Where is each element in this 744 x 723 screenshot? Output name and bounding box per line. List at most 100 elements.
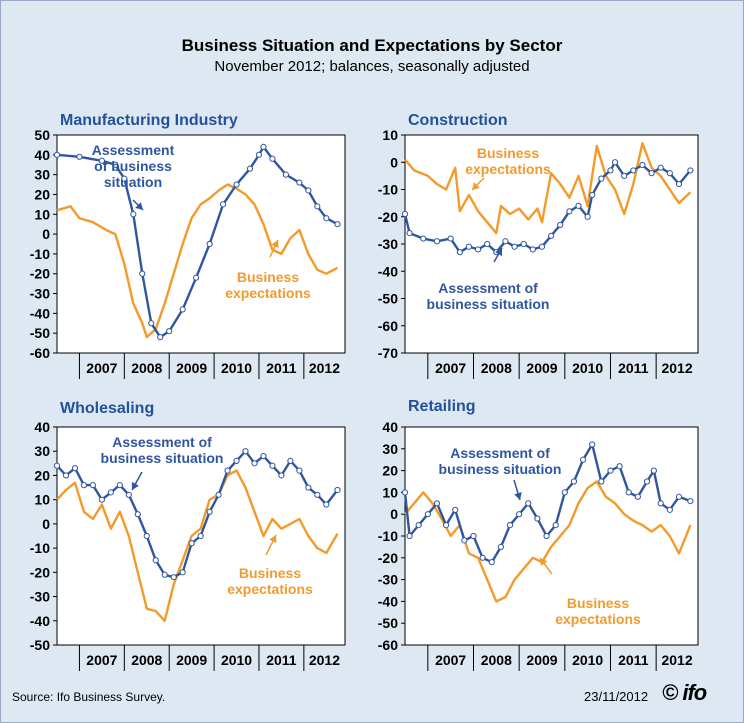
wholesaling-year-label: 2007 bbox=[86, 652, 117, 668]
manufacturing-assessment-point bbox=[305, 187, 312, 194]
manufacturing-assessment-arrowhead bbox=[135, 202, 143, 210]
construction-annotation-line: expectations bbox=[465, 161, 551, 177]
construction-assessment-annotation: Assessment of business situation bbox=[427, 280, 550, 312]
construction-assessment-point bbox=[657, 164, 664, 171]
manufacturing-year-label: 2007 bbox=[86, 360, 117, 376]
manufacturing-expectations-line bbox=[56, 183, 339, 339]
construction-assessment-point bbox=[548, 232, 555, 239]
wholesaling-assessment-point bbox=[53, 462, 61, 469]
wholesaling-assessment-point bbox=[215, 491, 222, 498]
retailing-annotation-line: Business bbox=[567, 595, 629, 611]
wholesaling-ytick-label: 30 bbox=[34, 443, 50, 459]
wholesaling-annotation-line: Assessment of bbox=[112, 434, 212, 450]
manufacturing-annotation-line: expectations bbox=[225, 285, 311, 301]
chart-subtitle: November 2012; balances, seasonally adju… bbox=[214, 58, 530, 75]
wholesaling-assessment-point bbox=[224, 467, 231, 474]
panel-title-construction: Construction bbox=[408, 112, 508, 129]
wholesaling-assessment-point bbox=[188, 540, 195, 547]
retailing-assessment-point bbox=[401, 489, 409, 496]
retailing-assessment-annotation: Assessment of business situation bbox=[439, 445, 562, 477]
wholesaling-ytick-label: -40 bbox=[30, 613, 50, 629]
construction-assessment-point bbox=[456, 249, 463, 256]
retailing-expectations-line bbox=[404, 480, 692, 603]
retailing-assessment-point bbox=[625, 489, 632, 496]
manufacturing-assessment-point bbox=[98, 157, 105, 164]
retailing-ytick-label: -50 bbox=[378, 615, 398, 631]
retailing-assessment-point bbox=[657, 500, 664, 507]
wholesaling-assessment-point bbox=[152, 557, 159, 564]
retailing-ytick-label: 40 bbox=[382, 419, 398, 435]
wholesaling-assessment-point bbox=[107, 489, 114, 496]
wholesaling-assessment-point bbox=[269, 462, 276, 469]
retailing-assessment-point bbox=[488, 559, 495, 566]
construction-assessment-point bbox=[538, 243, 546, 250]
manufacturing-plot-area bbox=[56, 134, 346, 354]
retailing-assessment-point bbox=[666, 506, 673, 513]
construction-assessment-point bbox=[433, 238, 441, 245]
construction-assessment-point bbox=[666, 170, 673, 177]
construction-assessment-point bbox=[502, 238, 509, 245]
retailing-assessment-point bbox=[506, 522, 514, 529]
construction-ytick-label: -70 bbox=[378, 345, 398, 361]
retailing-assessment-point bbox=[516, 511, 523, 518]
retailing-assessment-point bbox=[452, 506, 459, 513]
construction-assessment-point bbox=[557, 221, 564, 229]
manufacturing-annotation-line: Assessment bbox=[92, 142, 175, 158]
retailing-expectations-annotation: Business expectations bbox=[555, 595, 641, 627]
construction-year-label: 2009 bbox=[526, 360, 557, 376]
manufacturing-ytick-label: -20 bbox=[30, 266, 50, 282]
retailing-ytick-label: 0 bbox=[390, 506, 398, 522]
construction-annotation-line: business situation bbox=[427, 296, 550, 312]
manufacturing-year-label: 2012 bbox=[309, 360, 340, 376]
retailing-assessment-point bbox=[570, 478, 578, 485]
retailing-year-label: 2007 bbox=[435, 652, 466, 668]
manufacturing-assessment-point bbox=[166, 328, 173, 335]
wholesaling-assessment-point bbox=[287, 457, 294, 465]
manufacturing-assessment-point bbox=[282, 171, 290, 178]
wholesaling-assessment-point bbox=[80, 482, 88, 489]
wholesaling-ytick-label: -30 bbox=[30, 589, 50, 605]
manufacturing-assessment-point bbox=[53, 151, 61, 158]
retailing-assessment-point bbox=[561, 489, 568, 496]
retailing-assessment-point bbox=[479, 554, 486, 561]
wholesaling-assessment-point bbox=[89, 482, 97, 489]
construction-assessment-point bbox=[566, 208, 573, 215]
retailing-ytick-label: -30 bbox=[378, 572, 398, 588]
retailing-assessment-point bbox=[675, 493, 683, 500]
retailing-assessment-point bbox=[415, 522, 422, 529]
manufacturing-assessment-point bbox=[157, 334, 164, 341]
wholesaling-ytick-label: -10 bbox=[30, 540, 50, 556]
panel-title-retailing: Retailing bbox=[408, 398, 476, 415]
wholesaling-year-label: 2008 bbox=[131, 652, 162, 668]
manufacturing-ytick-label: 30 bbox=[34, 167, 50, 183]
construction-assessment-point bbox=[406, 230, 413, 237]
construction-annotation-line: Assessment of bbox=[438, 280, 538, 296]
wholesaling-expectations-line bbox=[56, 469, 339, 622]
retailing-assessment-point bbox=[442, 522, 450, 529]
construction-assessment-point bbox=[607, 167, 614, 174]
wholesaling-assessment-point bbox=[116, 482, 123, 489]
wholesaling-ytick-label: 40 bbox=[34, 419, 50, 435]
manufacturing-assessment-point bbox=[323, 215, 330, 222]
retailing-assessment-point bbox=[461, 537, 468, 544]
construction-assessment-point bbox=[630, 167, 637, 174]
wholesaling-ytick-label: -20 bbox=[30, 564, 50, 580]
manufacturing-assessment-point bbox=[76, 153, 83, 160]
retailing-assessment-point bbox=[497, 543, 504, 551]
manufacturing-ytick-label: 0 bbox=[42, 226, 50, 242]
manufacturing-ytick-label: 20 bbox=[34, 186, 50, 202]
wholesaling-assessment-point bbox=[323, 501, 330, 508]
retailing-assessment-point bbox=[525, 500, 532, 507]
construction-assessment-point bbox=[687, 167, 694, 174]
construction-expectations-line bbox=[404, 141, 692, 235]
wholesaling-assessment-point bbox=[161, 571, 168, 578]
construction-assessment-point bbox=[420, 235, 427, 242]
construction-assessment-point bbox=[584, 213, 591, 220]
manufacturing-assessment-point bbox=[130, 211, 137, 218]
construction-ytick-label: -30 bbox=[378, 236, 398, 252]
retailing-assessment-point bbox=[598, 478, 605, 485]
wholesaling-assessment-arrowhead bbox=[131, 481, 139, 490]
wholesaling-assessment-point bbox=[125, 491, 132, 498]
